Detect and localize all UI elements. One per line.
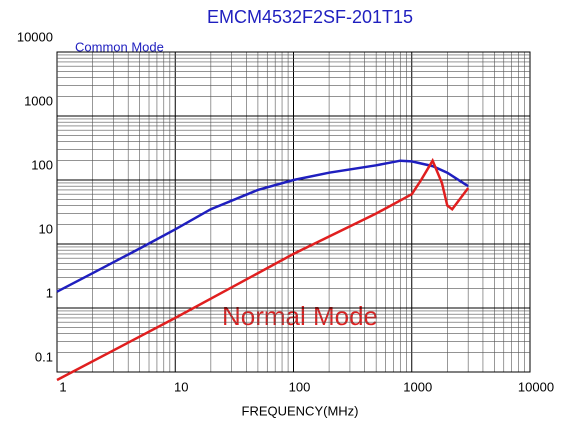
annotation: Normal Mode bbox=[222, 301, 378, 331]
x-tick-label: 100 bbox=[289, 379, 311, 394]
y-tick-label: 10 bbox=[39, 221, 53, 236]
series-line bbox=[56, 157, 470, 382]
chart-title: EMCM4532F2SF-201T15 bbox=[207, 7, 413, 27]
y-tick-label: 0.1 bbox=[35, 349, 53, 364]
x-tick-label: 1000 bbox=[403, 379, 432, 394]
x-tick-label: 10000 bbox=[518, 379, 554, 394]
y-tick-label: 10000 bbox=[17, 29, 53, 44]
x-axis-label: FREQUENCY(MHz) bbox=[242, 403, 359, 418]
legend-label: Common Mode bbox=[75, 39, 164, 54]
y-tick-label: 1 bbox=[46, 285, 53, 300]
x-tick-label: 1 bbox=[59, 379, 66, 394]
y-tick-label: 1000 bbox=[24, 93, 53, 108]
x-tick-label: 10 bbox=[174, 379, 188, 394]
y-tick-label: 100 bbox=[31, 157, 53, 172]
